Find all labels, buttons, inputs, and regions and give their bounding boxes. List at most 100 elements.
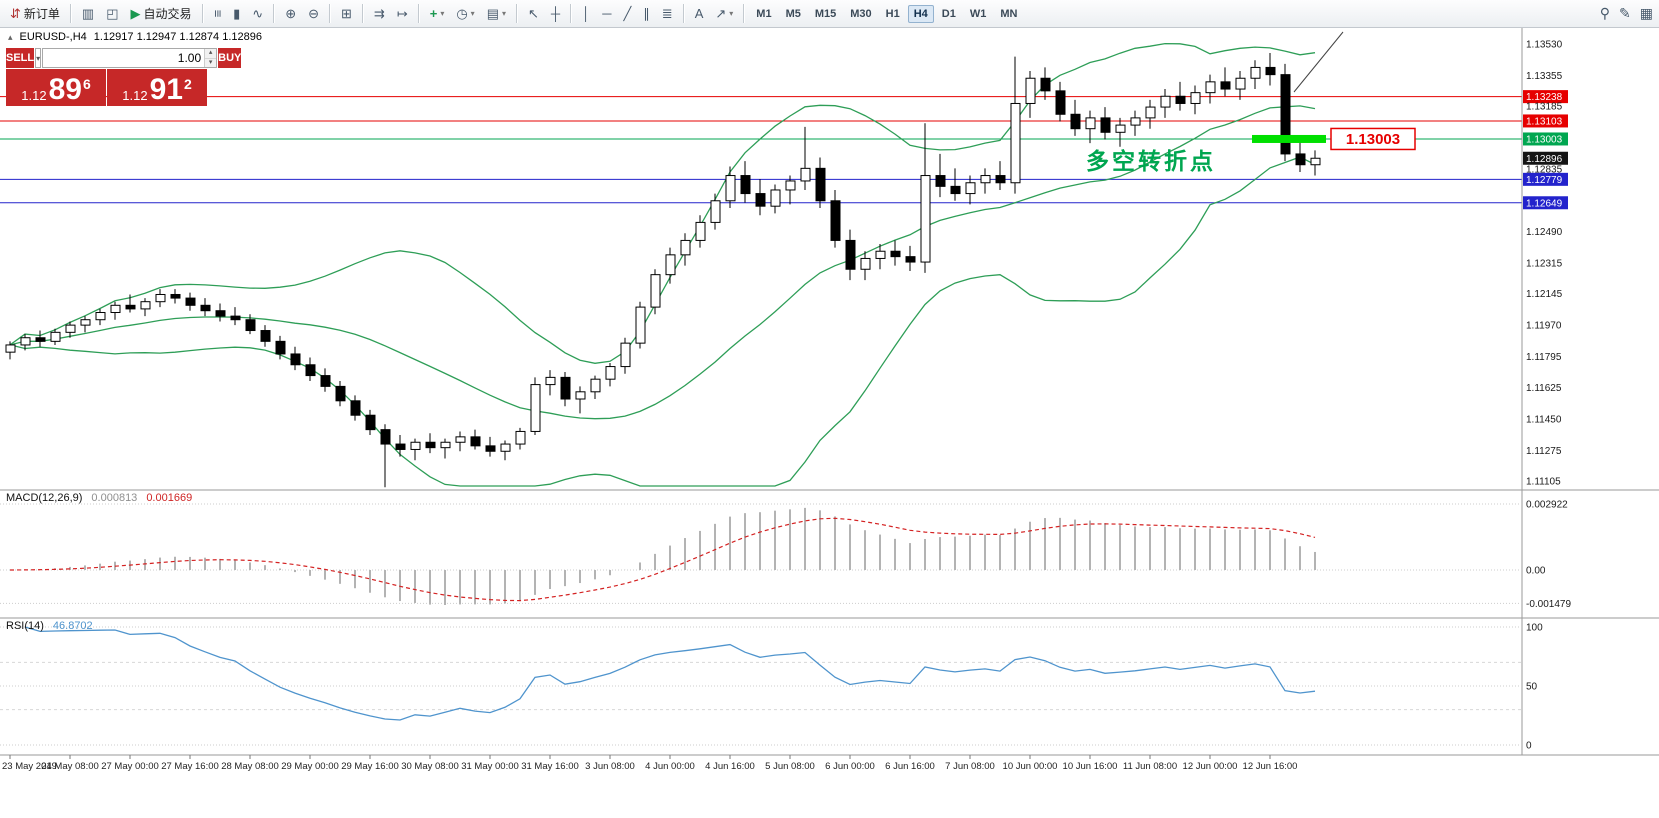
timeframe-m5-button[interactable]: M5 [785,7,801,20]
autotrading-button[interactable]: ▶ 自动交易 [126,2,197,25]
time-tick-label: 12 Jun 00:00 [1183,761,1238,772]
timeframe-mn-button[interactable]: MN [1000,7,1018,20]
grid-icon[interactable]: ▦ [1639,5,1653,21]
price-callout-text: 1.13003 [1346,131,1400,148]
sell-price-button[interactable]: 1.12 89 6 [6,69,106,106]
rsi-plot[interactable]: 100 50 0 [0,623,1543,752]
price-tick-label: 1.13185 [1526,102,1563,113]
candle-bullish [530,384,541,432]
timeframe-h4-button[interactable]: H4 [907,4,934,23]
candle-bearish [1040,77,1051,92]
zoom-in-icon: ⊕ [285,6,297,21]
bar-chart-mode-icon: ≡ [209,9,225,18]
pane-dividers [0,28,1659,756]
timeframe-h1-button[interactable]: H1 [885,7,900,20]
candle-bearish [1280,74,1291,155]
candle-bearish [275,340,286,355]
bollinger-lower-band[interactable] [9,156,1316,487]
rsi-scale-label: 100 [1526,623,1543,634]
bar-chart-mode-button[interactable]: ≡ [209,2,227,25]
one-click-toggle-icon[interactable]: ▴ [8,31,13,42]
search-icon[interactable]: ⚲ [1599,5,1611,21]
indicators-button[interactable]: + ▾ [425,2,450,25]
candle-bearish [395,443,406,450]
vertical-line-button[interactable]: │ [577,2,595,25]
bollinger-upper-band[interactable] [9,42,1316,364]
candle-bullish [110,304,121,314]
trendline-object[interactable] [1293,31,1344,93]
candle-bullish [50,331,61,342]
candle-bullish [785,180,796,191]
candle-bearish [215,310,226,317]
time-tick-label: 29 May 00:00 [281,761,339,772]
candle-bullish [1130,117,1141,126]
timeframe-m1-button[interactable]: M1 [756,7,772,20]
symbol-ohlc: 1.12917 1.12947 1.12874 1.12896 [93,31,262,43]
trendline-button[interactable]: ╱ [618,2,636,25]
candle-bullish [590,378,601,393]
lot-input[interactable] [43,49,205,67]
candle-bearish [305,364,316,377]
candlestick-mode-button[interactable]: ▮ [228,2,245,25]
time-tick-label: 6 Jun 16:00 [885,761,935,772]
toolbar-separator [417,4,420,23]
price-tick-label: 1.13530 [1526,40,1563,51]
pencil-icon[interactable]: ✎ [1619,5,1631,21]
price-callout-box[interactable] [1330,127,1416,151]
new-order-label: 新订单 [23,7,60,21]
price-tick-badge [1523,132,1568,146]
auto-scroll-button[interactable]: ⇉ [369,2,390,25]
buy-price-button[interactable]: 1.12 91 2 [107,69,207,106]
candle-bullish [680,239,691,256]
zoom-in-button[interactable]: ⊕ [280,2,301,25]
buy-price-big: 91 [149,73,183,107]
crosshair-button[interactable]: ┼ [546,2,565,25]
horizontal-line-button[interactable]: ─ [597,2,616,25]
highlight-level-segment[interactable] [1252,134,1326,143]
sell-price-big: 89 [48,73,82,107]
timeframe-m15-button[interactable]: M15 [814,7,837,20]
time-tick-label: 24 May 08:00 [41,761,99,772]
time-tick-label: 12 Jun 16:00 [1243,761,1298,772]
lot-decrease-icon[interactable]: ▾ [205,58,217,67]
terminal-button[interactable]: ◰ [101,2,123,25]
text-tool-button[interactable]: A [690,2,709,25]
price-tick-badge [1523,151,1568,165]
chart-canvas[interactable]: 1.13003 多空转折点 1.13530 1.13355 1.132381.13185… [0,28,1659,818]
fibonacci-button[interactable]: ≣ [657,2,678,25]
price-tick-label: 1.11450 [1526,414,1562,425]
toolbar-separator [570,4,573,23]
line-chart-mode-button[interactable]: ∿ [247,2,268,25]
lot-increase-icon[interactable]: ▴ [205,49,217,59]
templates-button[interactable]: ▤ ▾ [482,2,511,25]
buy-price-prefix: 1.12 [122,87,148,103]
tile-windows-button[interactable]: ⊞ [336,2,357,25]
chart-shift-button[interactable]: ↦ [392,2,413,25]
lot-dropdown[interactable]: ▾ [35,48,42,68]
buy-button[interactable]: BUY [218,48,242,68]
candle-bullish [5,344,16,353]
timeframe-w1-button[interactable]: W1 [969,7,987,20]
cursor-button[interactable]: ↖ [523,2,544,25]
macd-plot[interactable]: 0.002922 0.00 -0.001479 [0,500,1571,610]
channel-icon: ∥ [643,6,650,21]
new-order-button[interactable]: ⇵ 新订单 [5,2,65,25]
zoom-out-button[interactable]: ⊖ [303,2,324,25]
macd-signal-value: 0.001669 [146,492,193,504]
charts-button[interactable]: ▥ [77,2,99,25]
periods-button[interactable]: ◷ ▾ [451,2,479,25]
channel-button[interactable]: ∥ [638,2,655,25]
arrows-tool-icon: ↗ [715,6,727,21]
arrows-tool-button[interactable]: ↗ ▾ [710,2,738,25]
main-chart-plot[interactable]: 1.13003 多空转折点 [0,31,1522,488]
timeframe-m30-button[interactable]: M30 [850,7,872,20]
bollinger-middle-band[interactable] [9,105,1316,420]
sell-button[interactable]: SELL [6,48,35,68]
candle-bullish [410,441,421,450]
horizontal-line-icon: ─ [602,6,612,21]
timeframe-d1-button[interactable]: D1 [941,7,956,20]
chart-annotation-text[interactable]: 多空转折点 [1086,148,1216,174]
cursor-icon: ↖ [528,6,539,21]
